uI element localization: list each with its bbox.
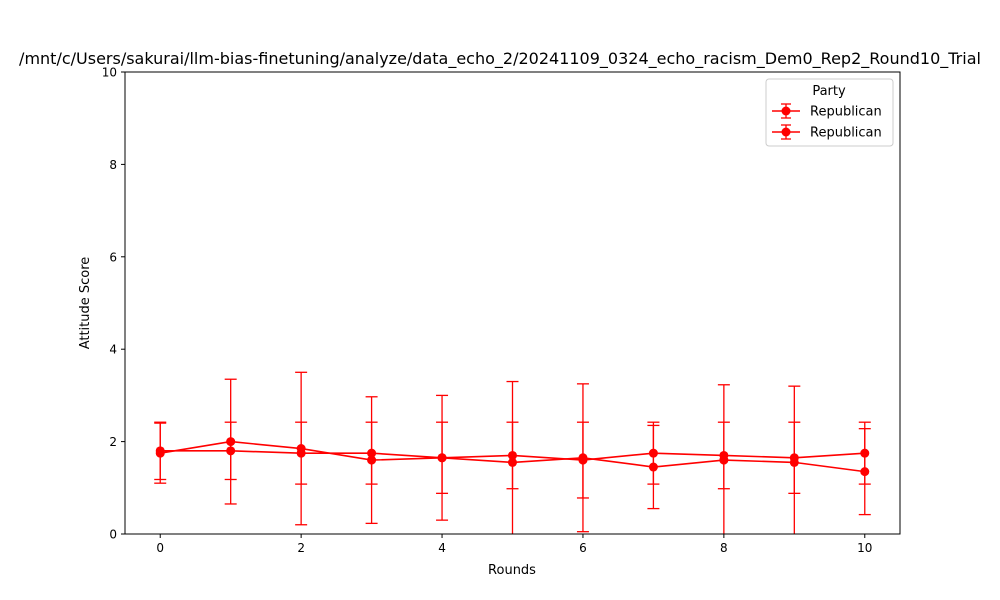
data-point bbox=[226, 437, 236, 447]
data-point bbox=[508, 457, 517, 467]
x-tick-label: 0 bbox=[156, 541, 164, 555]
data-point bbox=[789, 457, 799, 467]
y-tick-label: 10 bbox=[102, 66, 117, 80]
x-tick-label: 2 bbox=[297, 541, 305, 555]
data-point bbox=[648, 462, 658, 472]
series-2 bbox=[154, 371, 871, 534]
x-tick-label: 10 bbox=[857, 541, 872, 555]
y-axis-label: Attitude Score bbox=[78, 257, 93, 350]
error-bar bbox=[506, 380, 519, 534]
data-point bbox=[860, 467, 870, 477]
legend-entry: Republican bbox=[772, 103, 882, 120]
chart-title: /mnt/c/Users/sakurai/llm-bias-finetuning… bbox=[19, 49, 981, 69]
x-tick-label: 6 bbox=[579, 541, 587, 555]
legend-title: Party bbox=[812, 84, 846, 99]
data-point bbox=[296, 444, 306, 454]
legend-marker bbox=[781, 127, 791, 137]
data-point bbox=[578, 453, 588, 463]
data-point bbox=[367, 455, 377, 465]
x-axis-label: Rounds bbox=[488, 563, 536, 578]
plot-frame bbox=[124, 71, 901, 535]
y-tick-label: 6 bbox=[109, 250, 117, 264]
data-point bbox=[155, 448, 165, 458]
legend-label: Republican bbox=[810, 126, 882, 141]
legend-marker bbox=[781, 106, 791, 116]
y-tick-label: 0 bbox=[109, 528, 117, 542]
y-axis: 0 2 4 6 8 10 bbox=[102, 66, 125, 542]
x-axis: 0 2 4 6 8 10 bbox=[156, 534, 872, 555]
y-tick-label: 4 bbox=[109, 343, 117, 357]
data-point bbox=[719, 455, 729, 465]
legend-box bbox=[765, 78, 894, 147]
x-tick-label: 4 bbox=[438, 541, 446, 555]
y-tick-label: 2 bbox=[109, 435, 117, 449]
legend-label: Republican bbox=[810, 105, 882, 120]
y-tick-label: 8 bbox=[109, 158, 117, 172]
data-point bbox=[437, 453, 447, 463]
legend: Party Republican Republican bbox=[765, 78, 894, 147]
legend-entry: Republican bbox=[772, 124, 882, 141]
x-tick-label: 8 bbox=[720, 541, 728, 555]
